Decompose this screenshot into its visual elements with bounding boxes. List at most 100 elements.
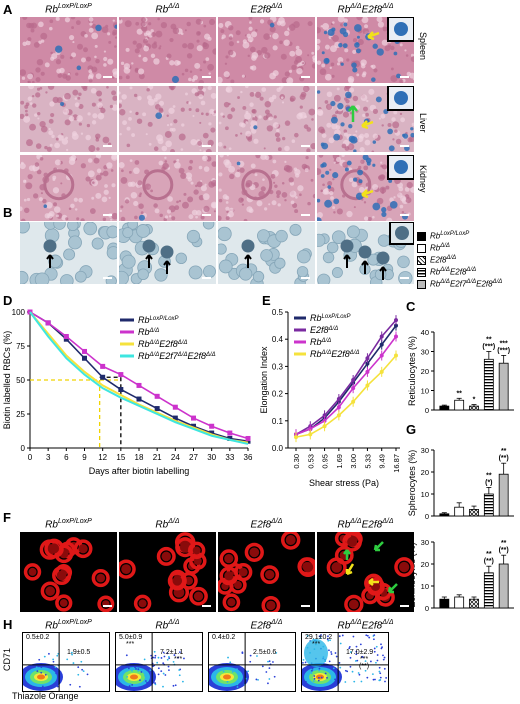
data-point (245, 435, 251, 441)
data-point (322, 413, 327, 418)
blood-smear-tile (20, 222, 117, 284)
x-tick-label: 0 (28, 453, 33, 462)
data-point (191, 415, 196, 421)
panel-label-c: C (406, 299, 416, 314)
legend-b-entry: RbΔ/ΔE2f7Δ/ΔE2f8Δ/Δ (430, 279, 503, 289)
x-tick-label: 3.00 (349, 454, 358, 469)
data-point (227, 430, 233, 436)
series-line (295, 354, 397, 438)
legend-swatch (417, 256, 426, 265)
data-point (394, 353, 398, 358)
flow-quadrant-upper-left: 5.0±0.9 (119, 634, 143, 641)
column-header-f-1: RbΔ/Δ (155, 518, 180, 531)
scale-bar (103, 277, 112, 279)
x-tick-label: 30 (207, 453, 216, 462)
x-tick-label: 15 (116, 453, 125, 462)
histology-tile (218, 17, 315, 83)
significance-label: * (473, 397, 476, 404)
data-point (308, 426, 313, 431)
x-tick-label: 6 (64, 453, 69, 462)
column-header-f-0: RbLoxP/LoxP (45, 518, 92, 531)
data-point (394, 334, 398, 339)
scale-bar (301, 76, 310, 78)
legend-swatch (417, 280, 426, 289)
y-axis-label: Biotin labelled RBCs (%) (2, 331, 12, 430)
data-point (209, 430, 215, 436)
data-point (394, 318, 398, 323)
y-tick-label: 0.2 (272, 390, 284, 399)
column-header-h-2: E2f8Δ/Δ (250, 619, 283, 632)
scale-bar (301, 145, 310, 147)
column-header-h-1: RbΔ/Δ (155, 619, 180, 632)
data-point (336, 405, 341, 410)
y-tick-label: 100 (12, 308, 26, 317)
histology-tile (119, 86, 216, 152)
data-point (365, 356, 370, 361)
y-tick-label: 0 (21, 444, 26, 453)
data-point (63, 336, 69, 342)
data-point (365, 383, 370, 388)
histology-tile (20, 86, 117, 152)
scale-bar (103, 605, 112, 607)
scale-bar (301, 605, 310, 607)
data-point (45, 320, 51, 326)
flow-quadrant-upper-left: 29.1±0.2 (305, 634, 333, 641)
bar (439, 513, 450, 517)
scale-bar (202, 145, 211, 147)
blood-smear-tile (119, 222, 216, 284)
data-point (154, 393, 160, 399)
data-point (227, 435, 233, 441)
y-tick-label: 0.1 (272, 417, 284, 426)
legend-swatch (417, 268, 426, 277)
bar (483, 493, 494, 517)
y-tick-label: 0.3 (272, 362, 284, 371)
flow-significance: *** (360, 656, 369, 663)
tissue-label-liver: Liver (418, 113, 428, 133)
bar (454, 506, 465, 517)
x-tick-label: 16.87 (392, 454, 401, 473)
y-tick-label: 30 (421, 446, 429, 455)
histology-tile (20, 17, 117, 83)
data-point (379, 353, 384, 358)
flow-quadrant-upper-right: 7.2±1.1 (160, 649, 184, 656)
legend-b-entry: RbLoxP/LoxP (430, 231, 470, 241)
series-line (29, 311, 249, 445)
scale-bar (400, 145, 409, 147)
histology-tile (218, 86, 315, 152)
y-tick-label: 0 (425, 406, 429, 415)
significance-label: ** (486, 472, 492, 479)
data-point (336, 397, 341, 402)
fluorescent-rbc-tile (317, 532, 414, 612)
x-tick-label: 0.30 (292, 454, 301, 469)
panel-label-h: H (3, 617, 13, 632)
legend-swatch (417, 232, 426, 241)
series-line (29, 311, 249, 444)
bar (483, 358, 494, 411)
fluorescent-rbc-tile (218, 532, 315, 612)
legend-b-entry: RbΔ/ΔE2f8Δ/Δ (430, 267, 477, 277)
legend-entry: RbLoxP/LoxP (310, 313, 351, 323)
column-header-a-2: E2f8Δ/Δ (250, 3, 283, 16)
panel-label-e: E (262, 293, 271, 308)
flow-plot: 5.0±0.9 *** 7.2±1.1 *** (115, 632, 203, 692)
legend-entry: E2f8Δ/Δ (310, 325, 338, 335)
flow-significance: (**) (359, 663, 370, 670)
data-point (351, 378, 356, 382)
x-axis-label: Days after biotin labelling (89, 466, 190, 476)
chart-g-echinocytes: 0102030Echinocytes (%)**(**)**(**) (407, 538, 514, 613)
series-line (295, 319, 397, 436)
column-header-a-3: RbΔ/ΔE2f8Δ/Δ (337, 3, 394, 16)
legend-entry: RbLoxP/LoxP (138, 315, 179, 325)
significance-label: ** (501, 540, 507, 547)
flow-significance: *** (126, 641, 135, 648)
histology-tile (20, 155, 117, 221)
scale-bar (301, 214, 310, 216)
significance-label: (**) (499, 455, 509, 462)
column-header-h-0: RbLoxP/LoxP (45, 619, 92, 632)
scale-bar (400, 214, 409, 216)
x-tick-label: 12 (98, 453, 107, 462)
scale-bar (103, 76, 112, 78)
y-axis-label: Reticulocytes (%) (407, 336, 417, 406)
